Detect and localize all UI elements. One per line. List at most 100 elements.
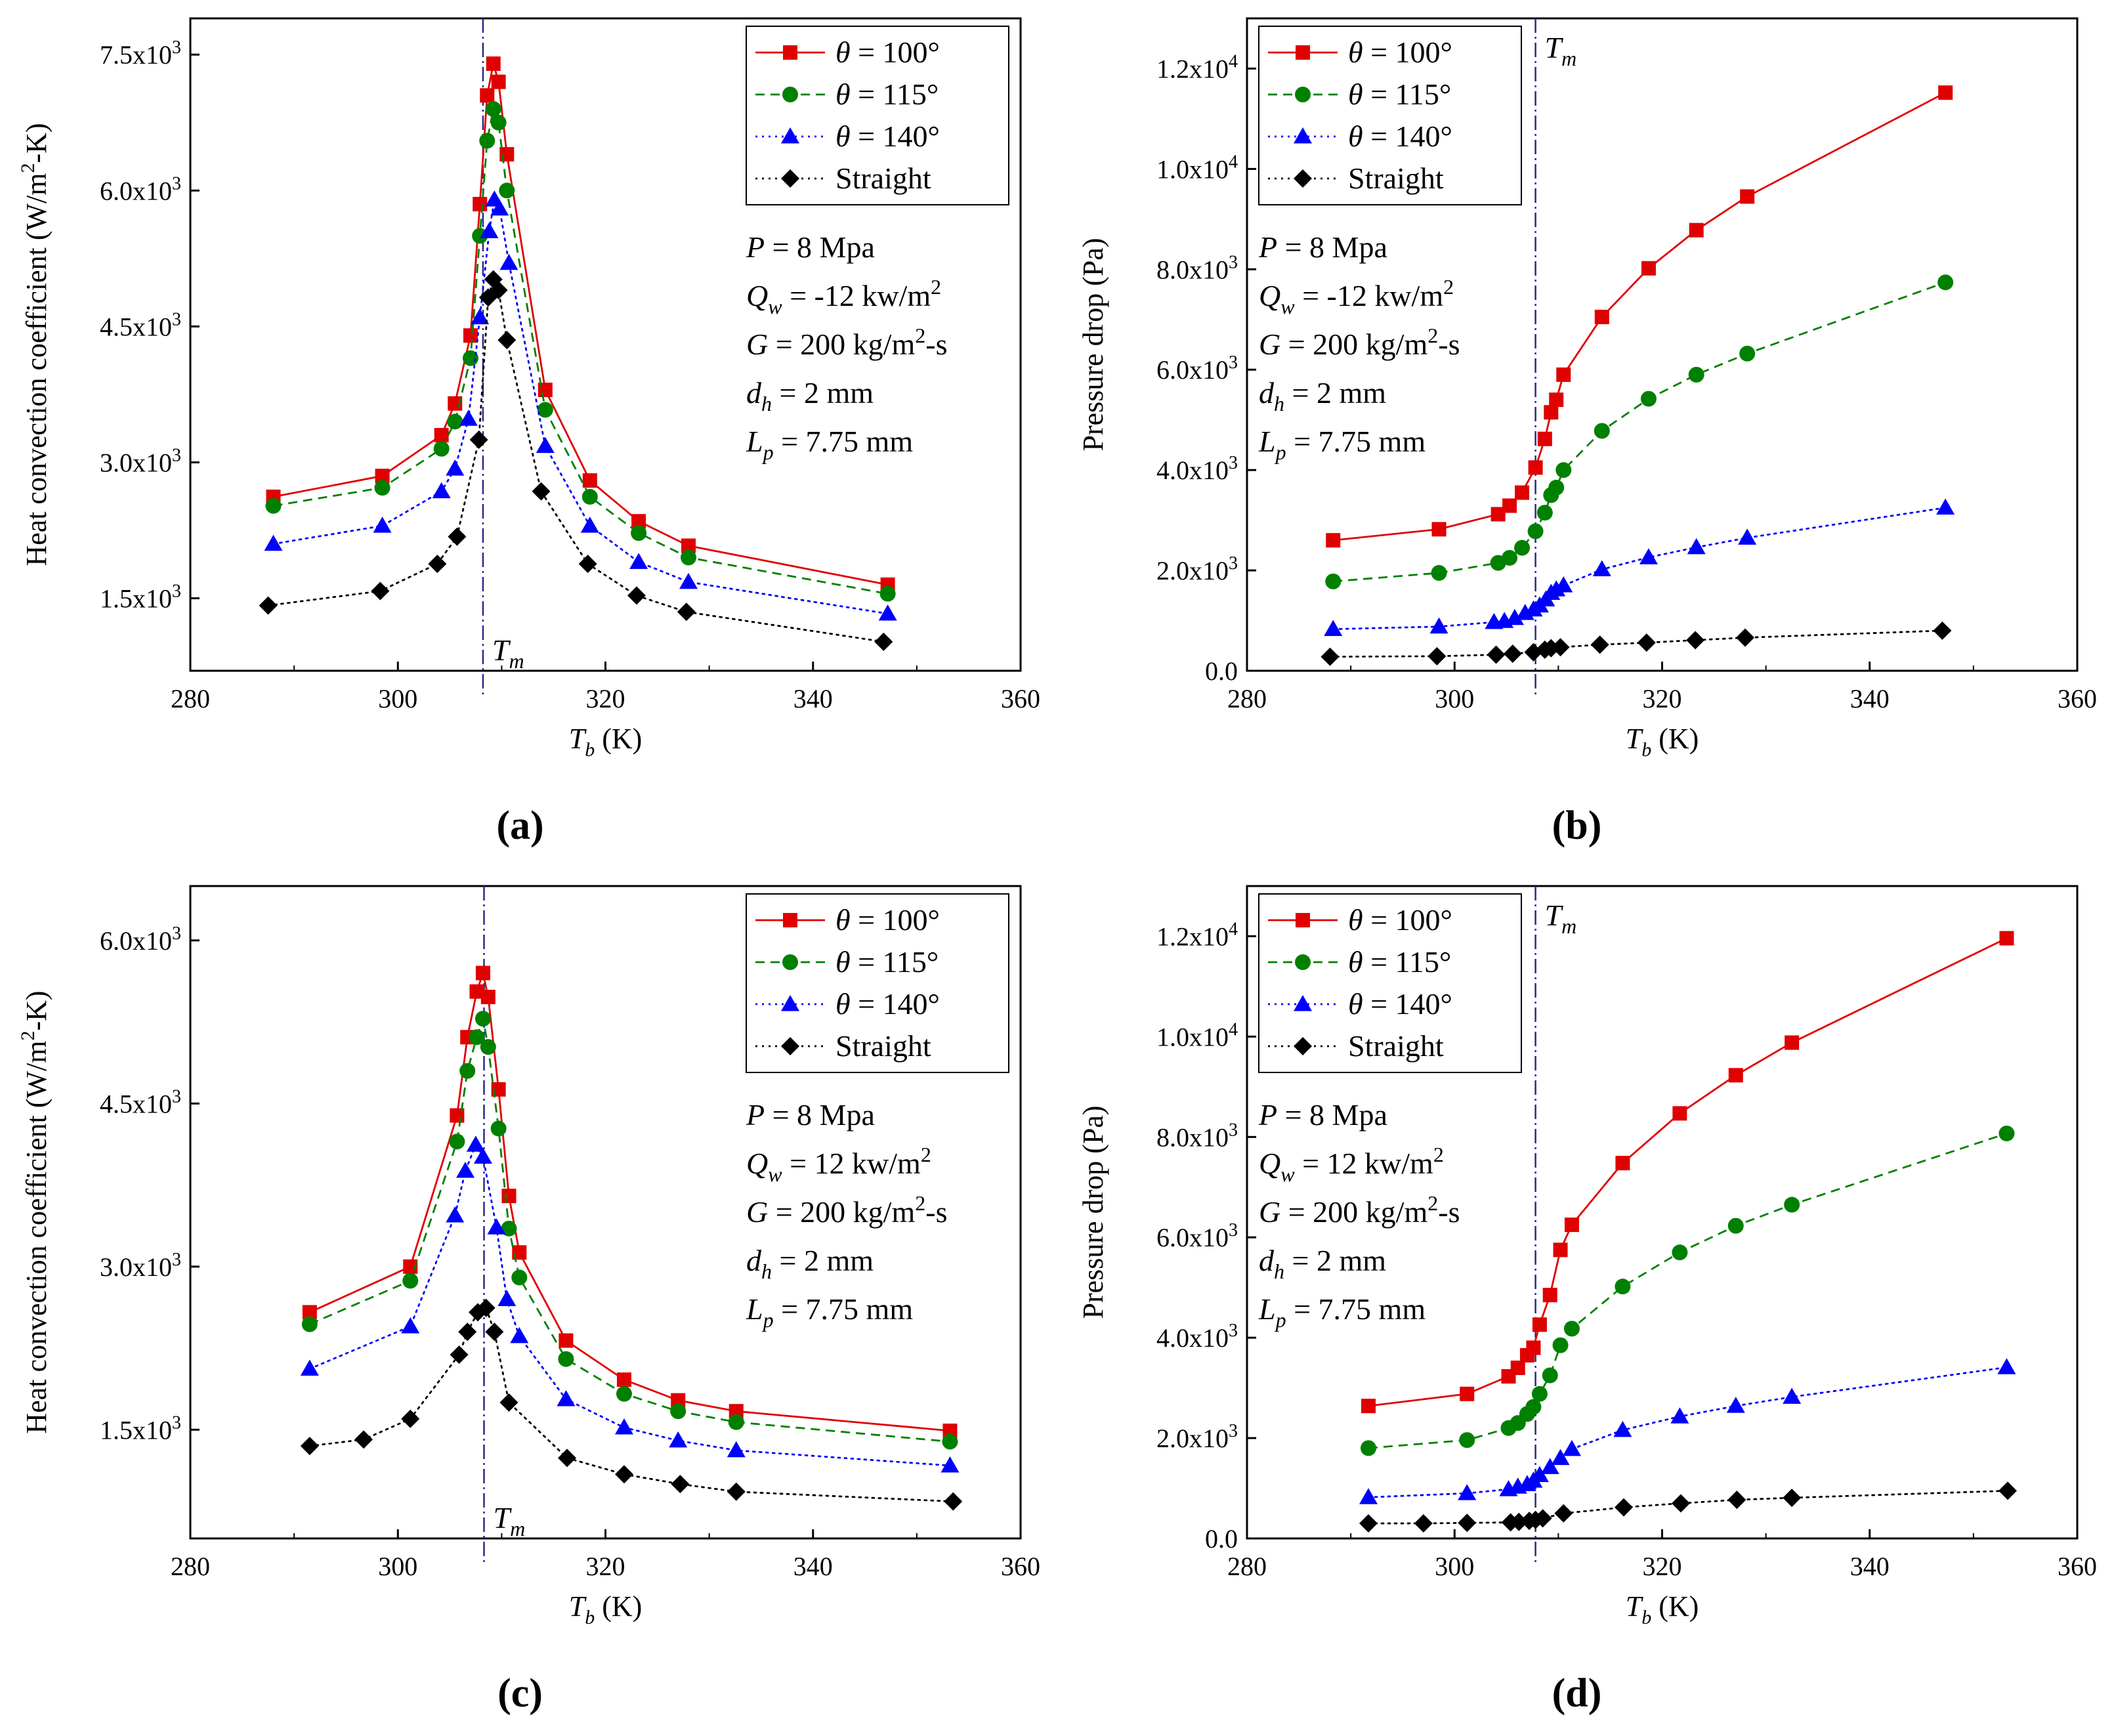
series-2 xyxy=(300,1135,960,1473)
data-point xyxy=(497,331,517,350)
param-line: dh = 2 mm xyxy=(746,376,874,415)
legend-marker xyxy=(781,169,799,188)
data-point xyxy=(265,498,282,514)
data-point xyxy=(1933,621,1952,640)
legend-marker xyxy=(1294,169,1312,188)
data-point xyxy=(485,1323,504,1342)
data-point xyxy=(1563,1321,1580,1337)
legend-label: θ = 115° xyxy=(835,77,939,111)
panel-c: 280 300 320 340 360 1.5x103 3.0x103 4.5x103 6.0x… xyxy=(0,868,1057,1736)
data-point xyxy=(557,1389,576,1407)
data-point xyxy=(1540,1458,1559,1474)
data-point xyxy=(1590,635,1609,654)
data-point xyxy=(450,1345,469,1365)
data-point xyxy=(462,350,478,366)
y-tick-label: 6.0x103 xyxy=(1156,352,1238,385)
data-point xyxy=(1728,1068,1743,1083)
panel-label: (b) xyxy=(1552,803,1602,848)
data-point xyxy=(582,473,597,488)
legend-label: θ = 115° xyxy=(835,945,939,979)
data-point xyxy=(301,1316,318,1332)
param-line: Lp = 7.75 mm xyxy=(746,425,913,464)
param-line: Qw = -12 kw/m2 xyxy=(746,275,941,318)
chart-c-svg: 280 300 320 340 360 1.5x103 3.0x103 4.5x103 6.0x… xyxy=(17,885,1040,1716)
data-point xyxy=(1686,631,1705,650)
data-point xyxy=(449,1133,465,1150)
x-tick-label: 300 xyxy=(378,1552,417,1581)
y-tick-label: 8.0x103 xyxy=(1156,252,1238,284)
data-point xyxy=(532,482,551,501)
legend-label: Straight xyxy=(835,1029,931,1063)
x-tick-label: 320 xyxy=(1643,684,1682,713)
legend-label: θ = 140° xyxy=(1348,987,1452,1021)
data-point xyxy=(1526,1340,1541,1355)
data-point xyxy=(729,1404,744,1419)
data-point xyxy=(511,1269,528,1286)
data-point xyxy=(446,459,465,476)
param-line: G = 200 kg/m2-s xyxy=(1259,324,1460,361)
legend-marker xyxy=(1295,87,1311,102)
legend-label: θ = 100° xyxy=(835,35,940,69)
series-1 xyxy=(265,101,896,602)
x-tick-label: 280 xyxy=(1227,1552,1267,1581)
y-tick-label: 1.5x103 xyxy=(100,582,181,614)
x-axis-label: Tb (K) xyxy=(1626,723,1699,761)
legend-marker xyxy=(1296,913,1310,927)
data-point xyxy=(485,101,501,117)
data-point xyxy=(1502,549,1518,566)
y-tick-label: 1.0x104 xyxy=(1156,152,1238,184)
data-point xyxy=(475,1011,491,1027)
data-point xyxy=(1998,1481,2018,1500)
data-point xyxy=(942,1423,958,1438)
legend-label: θ = 140° xyxy=(835,119,940,153)
legend-label: Straight xyxy=(1348,161,1444,195)
y-tick-label: 4.0x103 xyxy=(1156,453,1238,485)
data-point xyxy=(1361,1440,1377,1456)
data-point xyxy=(1324,620,1343,637)
panel-b: 280 300 320 340 360 0.0 2.0x103 4.0x103 6.0x103 8… xyxy=(1057,0,2114,868)
data-point xyxy=(669,1431,688,1448)
legend-marker xyxy=(783,45,797,60)
data-point xyxy=(1594,423,1610,439)
data-point xyxy=(614,1465,633,1484)
data-point xyxy=(1505,608,1524,625)
x-tick-label: 300 xyxy=(1435,684,1474,713)
series-line xyxy=(1332,507,1947,630)
data-point xyxy=(727,1482,746,1501)
param-line: dh = 2 mm xyxy=(746,1244,874,1283)
data-point xyxy=(1740,189,1755,204)
data-point xyxy=(264,534,283,551)
data-point xyxy=(1671,1494,1690,1513)
data-point xyxy=(1361,1399,1376,1414)
data-point xyxy=(671,1475,690,1494)
data-point xyxy=(558,1351,574,1367)
data-point xyxy=(1530,1466,1549,1483)
y-tick-label: 1.2x104 xyxy=(1156,51,1238,83)
data-point xyxy=(1554,1504,1573,1523)
data-point xyxy=(537,402,553,418)
data-point xyxy=(1783,1489,1802,1508)
data-point xyxy=(401,1409,420,1428)
series-0 xyxy=(266,56,895,592)
y-tick-label: 4.5x103 xyxy=(100,309,181,341)
data-point xyxy=(1510,1361,1525,1376)
x-tick-label: 360 xyxy=(2058,684,2097,713)
data-point xyxy=(1672,1106,1687,1121)
data-point xyxy=(1614,1498,1633,1517)
data-point xyxy=(879,585,896,602)
legend-marker xyxy=(1294,127,1312,144)
legend-marker xyxy=(1295,954,1311,970)
legend-marker xyxy=(781,127,799,144)
series-3 xyxy=(1359,1481,2018,1533)
param-line: Lp = 7.75 mm xyxy=(746,1292,913,1332)
data-point xyxy=(463,328,478,343)
data-point xyxy=(1325,573,1342,589)
data-point xyxy=(1487,645,1506,664)
data-point xyxy=(1726,1397,1745,1413)
x-tick-label: 280 xyxy=(171,684,210,713)
data-point xyxy=(300,1359,319,1376)
y-axis-label: Pressure drop (Pa) xyxy=(1077,1105,1109,1319)
data-point xyxy=(1727,1491,1746,1510)
panel-label: (a) xyxy=(496,803,543,848)
data-point xyxy=(1938,85,1953,100)
